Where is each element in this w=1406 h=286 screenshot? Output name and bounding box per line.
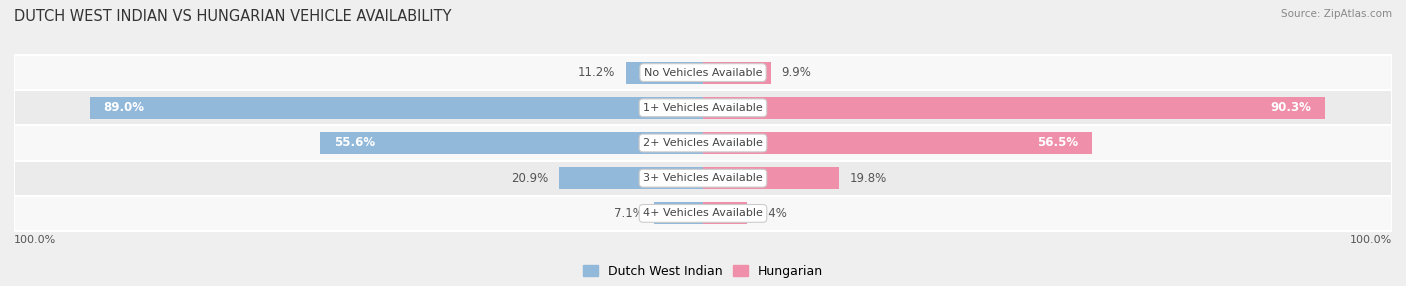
Text: 56.5%: 56.5% <box>1038 136 1078 150</box>
Bar <box>14 125 1392 161</box>
Text: 90.3%: 90.3% <box>1271 101 1312 114</box>
Legend: Dutch West Indian, Hungarian: Dutch West Indian, Hungarian <box>578 260 828 283</box>
Text: 4+ Vehicles Available: 4+ Vehicles Available <box>643 208 763 219</box>
Text: 19.8%: 19.8% <box>849 172 887 185</box>
Bar <box>14 90 1392 125</box>
Bar <box>626 62 703 84</box>
Bar <box>90 97 703 119</box>
Text: 1+ Vehicles Available: 1+ Vehicles Available <box>643 103 763 113</box>
Bar <box>703 167 839 189</box>
Bar <box>654 202 703 224</box>
Text: 55.6%: 55.6% <box>333 136 375 150</box>
Text: 100.0%: 100.0% <box>1350 235 1392 245</box>
Text: 7.1%: 7.1% <box>614 207 644 220</box>
Text: DUTCH WEST INDIAN VS HUNGARIAN VEHICLE AVAILABILITY: DUTCH WEST INDIAN VS HUNGARIAN VEHICLE A… <box>14 9 451 23</box>
Text: 11.2%: 11.2% <box>578 66 616 79</box>
Bar <box>321 132 703 154</box>
Bar <box>703 132 1092 154</box>
Bar <box>14 161 1392 196</box>
Bar <box>703 62 772 84</box>
Bar <box>14 196 1392 231</box>
Bar <box>14 55 1392 90</box>
Text: 100.0%: 100.0% <box>14 235 56 245</box>
Bar <box>560 167 703 189</box>
Bar <box>703 97 1324 119</box>
Text: 2+ Vehicles Available: 2+ Vehicles Available <box>643 138 763 148</box>
Bar <box>703 202 747 224</box>
Text: 20.9%: 20.9% <box>512 172 548 185</box>
Text: Source: ZipAtlas.com: Source: ZipAtlas.com <box>1281 9 1392 19</box>
Text: 6.4%: 6.4% <box>758 207 787 220</box>
Text: 89.0%: 89.0% <box>104 101 145 114</box>
Text: 3+ Vehicles Available: 3+ Vehicles Available <box>643 173 763 183</box>
Text: 9.9%: 9.9% <box>782 66 811 79</box>
Text: No Vehicles Available: No Vehicles Available <box>644 67 762 78</box>
